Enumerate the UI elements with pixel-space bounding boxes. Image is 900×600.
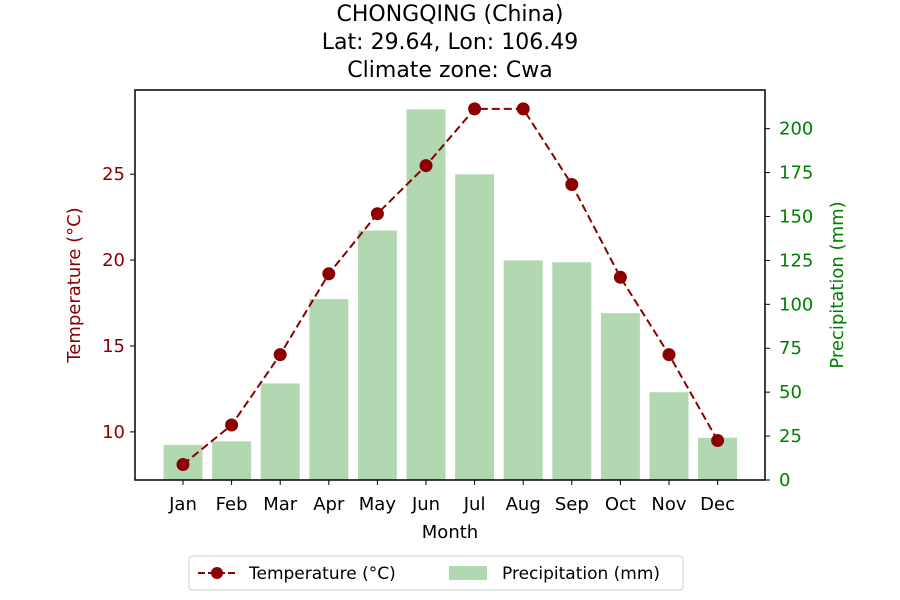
left-tick-label: 20: [102, 250, 125, 271]
x-tick-label-aug: Aug: [506, 494, 541, 515]
temperature-point-jan: [176, 458, 190, 471]
legend: Temperature (°C) Precipitation (mm): [188, 555, 684, 591]
precipitation-bar-mar: [260, 383, 300, 480]
right-tick-label: 50: [779, 382, 802, 403]
legend-precipitation-label: Precipitation (mm): [502, 564, 660, 584]
right-tick-label: 100: [779, 294, 813, 315]
x-tick-label-oct: Oct: [605, 494, 636, 515]
right-tick-label: 175: [779, 163, 813, 184]
chart-title-line-2: Lat: 29.64, Lon: 106.49: [322, 30, 578, 55]
right-tick-label: 125: [779, 250, 813, 271]
temperature-point-dec: [711, 434, 725, 447]
x-tick-label-dec: Dec: [700, 494, 735, 515]
x-tick-label-feb: Feb: [216, 494, 248, 515]
right-axis-ticks: 0 25 50 75 100 125 150 175 200: [765, 119, 813, 491]
right-axis-label: Precipitation (mm): [827, 201, 848, 368]
temperature-point-feb: [225, 418, 239, 432]
temperature-point-aug: [516, 102, 530, 116]
precipitation-bars: [163, 109, 738, 481]
left-axis-ticks: 10 15 20 25: [102, 164, 135, 443]
temperature-point-jul: [468, 102, 482, 116]
left-tick-label: 10: [102, 422, 125, 443]
plot-frame: [134, 89, 766, 481]
x-axis-ticks: Jan Feb Mar Apr May Jun Jul Aug Sep Oct Nov Dec: [168, 480, 735, 515]
temperature-line-group: [176, 102, 725, 471]
temperature-point-may: [370, 207, 384, 221]
x-tick-label-jan: Jan: [168, 494, 197, 515]
x-tick-label-sep: Sep: [555, 494, 589, 515]
temperature-point-mar: [273, 348, 287, 362]
precipitation-bar-feb: [212, 441, 252, 480]
x-tick-label-apr: Apr: [313, 494, 345, 515]
temperature-line: [182, 107, 719, 466]
x-axis-label: Month: [422, 522, 478, 543]
left-tick-label: 15: [102, 336, 125, 357]
legend-precipitation-swatch: [449, 566, 487, 580]
precipitation-bar-oct: [600, 313, 640, 480]
left-tick-label: 25: [102, 164, 125, 185]
x-tick-label-nov: Nov: [651, 494, 686, 515]
precipitation-bar-jul: [455, 174, 495, 481]
precipitation-bar-nov: [649, 392, 689, 480]
legend-frame: [188, 555, 684, 591]
legend-temperature-swatch-marker: [211, 567, 223, 579]
temperature-point-apr: [322, 267, 336, 281]
temperature-point-nov: [662, 348, 676, 362]
precipitation-bar-may: [357, 230, 397, 480]
precipitation-bar-aug: [503, 260, 543, 480]
temperature-point-sep: [565, 178, 579, 191]
right-tick-label: 150: [779, 206, 813, 227]
x-tick-label-jun: Jun: [411, 494, 440, 515]
chart-title-line-1: CHONGQING (China): [336, 2, 563, 27]
right-tick-label: 0: [779, 470, 790, 491]
left-axis-label: Temperature (°C): [64, 207, 85, 363]
precipitation-bar-sep: [552, 262, 592, 480]
x-tick-label-jul: Jul: [463, 494, 486, 515]
precipitation-bar-apr: [309, 299, 349, 480]
legend-temperature-label: Temperature (°C): [248, 564, 396, 584]
x-tick-label-may: May: [359, 494, 397, 515]
temperature-point-jun: [419, 159, 433, 173]
right-tick-label: 25: [779, 426, 802, 447]
chart-title-line-3: Climate zone: Cwa: [347, 58, 552, 83]
x-tick-label-mar: Mar: [263, 494, 298, 515]
right-tick-label: 75: [779, 338, 802, 359]
right-tick-label: 200: [779, 119, 813, 140]
temperature-point-oct: [613, 270, 627, 284]
